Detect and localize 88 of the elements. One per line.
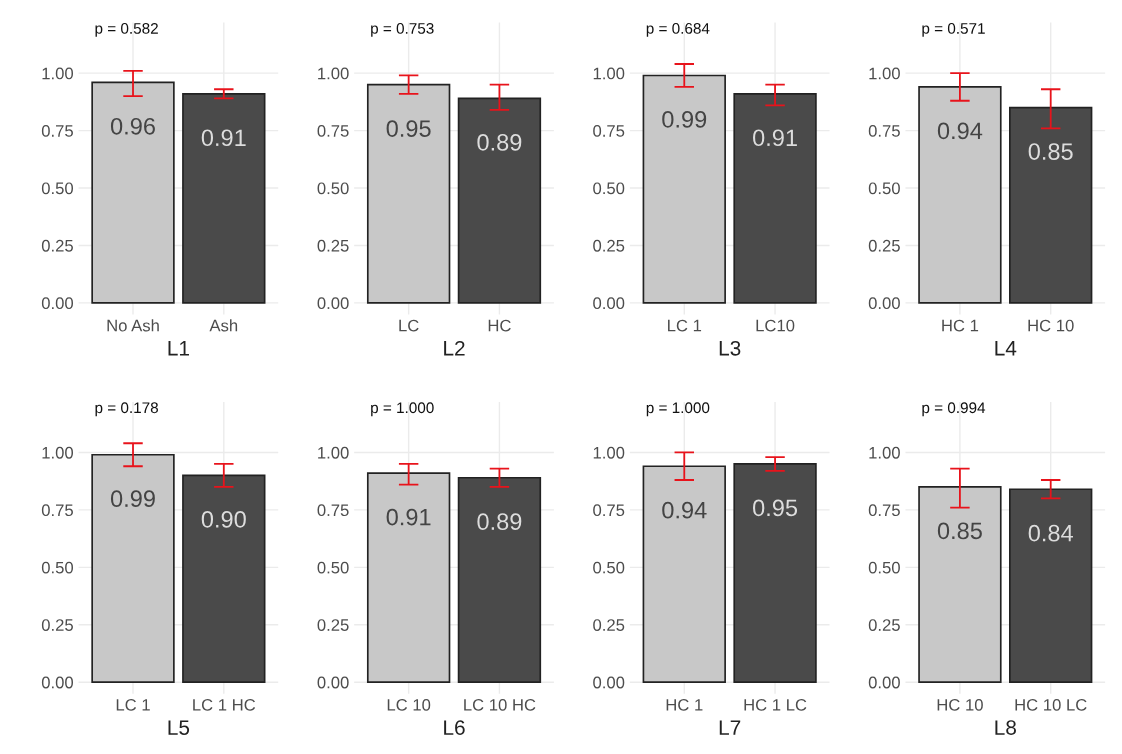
y-tick-label: 0.75	[593, 125, 625, 137]
y-tick-label: 0.50	[593, 182, 625, 195]
y-tick-label: 1.00	[869, 67, 900, 80]
y-tick-label: 0.00	[868, 676, 900, 689]
data-label: 0.94	[662, 501, 707, 519]
annotation: p = 0.994	[922, 402, 986, 417]
annotation: p = 0.571	[922, 23, 985, 37]
x-tick-label: LC 1	[668, 319, 702, 332]
x-tick-label: LC 10 HC	[464, 698, 536, 711]
data-label: 0.95	[386, 120, 431, 137]
data-label: 0.99	[662, 111, 707, 128]
data-label: 0.91	[201, 129, 246, 147]
y-tick-label: 0.00	[41, 297, 74, 310]
x-tick-label: HC 10	[937, 698, 983, 711]
y-tick-label: 0.25	[868, 239, 900, 252]
y-tick-label: 0.75	[41, 504, 73, 517]
y-tick-label: 0.25	[868, 619, 900, 631]
x-axis-title: L1	[168, 341, 189, 356]
y-tick-label: 0.75	[317, 125, 349, 137]
annotation: p = 0.178	[95, 402, 158, 417]
x-tick-label: HC 1	[942, 319, 979, 332]
x-tick-label: LC 1	[116, 698, 150, 711]
y-tick-label: 0.50	[317, 561, 349, 574]
y-tick-label: 1.00	[42, 446, 74, 459]
y-tick-label: 0.75	[868, 125, 900, 137]
x-tick-label: LC10	[756, 319, 795, 332]
data-label: 0.91	[753, 129, 797, 147]
y-tick-label: 0.75	[41, 125, 73, 137]
data-label: 0.94	[937, 122, 983, 140]
x-tick-label: HC	[488, 319, 511, 332]
x-tick-label: HC 10	[1028, 319, 1074, 332]
y-tick-label: 0.50	[41, 182, 74, 195]
annotation: p = 0.582	[95, 23, 158, 37]
x-tick-label: No Ash	[107, 319, 159, 332]
y-tick-label: 0.75	[593, 504, 625, 517]
y-tick-label: 0.00	[593, 297, 625, 310]
data-label: 0.89	[477, 134, 522, 151]
y-tick-label: 0.25	[41, 619, 73, 631]
y-tick-label: 0.25	[317, 619, 349, 631]
y-tick-label: 0.50	[868, 561, 900, 574]
data-label: 0.90	[201, 511, 246, 528]
y-tick-label: 0.25	[317, 239, 349, 252]
x-tick-label: LC 1 HC	[193, 698, 256, 711]
y-tick-label: 1.00	[593, 446, 625, 459]
y-tick-label: 0.75	[868, 504, 900, 517]
y-tick-label: 1.00	[869, 446, 900, 459]
data-label: 0.96	[110, 117, 155, 135]
y-tick-label: 0.00	[317, 676, 349, 689]
y-tick-label: 1.00	[318, 67, 349, 80]
y-tick-label: 0.00	[868, 297, 900, 310]
data-label: 0.91	[386, 508, 431, 526]
y-tick-label: 1.00	[42, 67, 74, 80]
data-label: 0.85	[937, 522, 982, 540]
x-axis-title: L8	[995, 720, 1016, 735]
data-label: 0.99	[110, 490, 155, 508]
y-tick-label: 1.00	[318, 446, 349, 459]
y-tick-label: 0.50	[317, 182, 349, 195]
x-tick-label: Ash	[209, 319, 238, 332]
y-tick-label: 1.00	[593, 67, 625, 80]
y-tick-label: 0.00	[593, 676, 625, 689]
annotation: p = 0.684	[646, 23, 710, 37]
annotation: p = 1.000	[646, 402, 710, 417]
x-tick-label: LC	[399, 319, 419, 332]
x-tick-label: HC 1 LC	[744, 698, 807, 711]
y-tick-label: 0.50	[868, 182, 900, 195]
y-tick-label: 0.00	[317, 297, 349, 310]
data-label: 0.89	[477, 513, 522, 531]
annotation: p = 0.753	[371, 23, 434, 37]
x-tick-label: HC 1	[666, 698, 703, 711]
x-axis-title: L2	[444, 340, 465, 356]
x-axis-title: L6	[444, 720, 465, 735]
x-tick-label: HC 10 LC	[1015, 698, 1087, 711]
y-tick-label: 0.25	[593, 619, 625, 631]
y-tick-label: 0.00	[41, 676, 74, 689]
x-axis-title: L7	[719, 720, 741, 735]
y-tick-label: 0.50	[41, 561, 74, 574]
data-label: 0.84	[1028, 524, 1073, 542]
y-tick-label: 0.50	[593, 561, 625, 574]
x-axis-title: L3	[719, 340, 741, 356]
x-tick-label: LC 10	[387, 698, 431, 711]
data-label: 0.85	[1028, 143, 1073, 160]
y-tick-label: 0.75	[317, 504, 349, 517]
y-tick-label: 0.25	[593, 239, 625, 252]
data-label: 0.95	[753, 499, 798, 517]
annotation: p = 1.000	[371, 402, 434, 417]
x-axis-title: L4	[995, 341, 1017, 356]
y-tick-label: 0.25	[41, 239, 73, 252]
x-axis-title: L5	[168, 720, 190, 735]
